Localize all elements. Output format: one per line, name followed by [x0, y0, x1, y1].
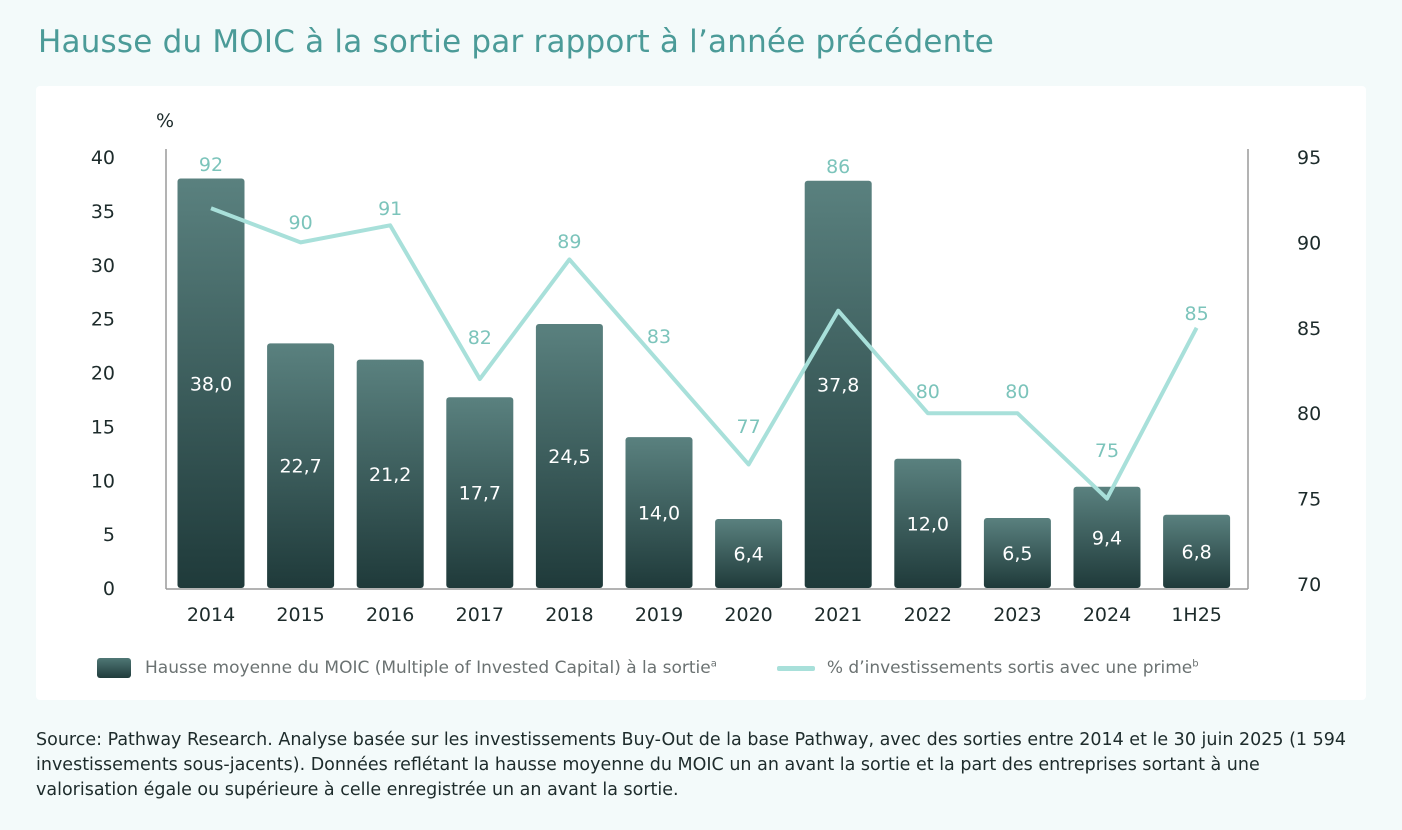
- right-tick-label: 95: [1297, 147, 1321, 169]
- right-tick-label: 75: [1297, 489, 1321, 511]
- bar-value-label: 6,5: [1002, 543, 1032, 565]
- line-value-label: 86: [826, 156, 850, 178]
- x-tick-label: 2019: [635, 604, 683, 626]
- legend-bar-label: Hausse moyenne du MOIC (Multiple of Inve…: [145, 658, 717, 678]
- line-value-label: 90: [289, 212, 313, 234]
- bar: [446, 397, 514, 588]
- x-tick-label: 2020: [724, 604, 772, 626]
- bar-value-label: 14,0: [638, 503, 680, 525]
- line-value-label: 85: [1185, 303, 1209, 325]
- chart-title: Hausse du MOIC à la sortie par rapport à…: [38, 24, 995, 60]
- line-value-label: 82: [468, 327, 492, 349]
- chart-card: [36, 86, 1366, 700]
- x-tick-label: 2018: [545, 604, 593, 626]
- bar: [715, 519, 783, 588]
- bar: [625, 437, 693, 588]
- legend: Hausse moyenne du MOIC (Multiple of Inve…: [97, 658, 1199, 678]
- bar-value-label: 6,8: [1181, 541, 1211, 563]
- right-tick-label: 85: [1297, 318, 1321, 340]
- right-tick-label: 70: [1297, 574, 1321, 596]
- bar-value-label: 17,7: [459, 483, 501, 505]
- bar-value-label: 6,4: [733, 544, 763, 566]
- left-tick-label: 0: [103, 578, 115, 600]
- left-tick-label: 5: [103, 524, 115, 546]
- bar-value-label: 12,0: [907, 513, 949, 535]
- legend-line-swatch: [776, 665, 815, 671]
- bar: [1073, 486, 1141, 588]
- bar: [535, 324, 603, 588]
- right-tick-label: 90: [1297, 232, 1321, 254]
- left-tick-label: 15: [91, 416, 115, 438]
- bar: [983, 517, 1051, 588]
- x-tick-label: 1H25: [1171, 604, 1222, 626]
- bar: [1163, 514, 1231, 588]
- bar-value-label: 37,8: [817, 374, 859, 396]
- bar: [804, 180, 872, 588]
- x-tick-label: 2014: [187, 604, 235, 626]
- line-value-label: 83: [647, 326, 671, 348]
- line-value-label: 80: [1005, 381, 1029, 403]
- line-value-label: 77: [737, 416, 761, 438]
- x-tick-label: 2015: [276, 604, 324, 626]
- x-tick-label: 2022: [904, 604, 952, 626]
- line-value-label: 92: [199, 154, 223, 176]
- bar-value-label: 38,0: [190, 373, 232, 395]
- line-value-label: 75: [1095, 440, 1119, 462]
- x-tick-label: 2017: [456, 604, 504, 626]
- x-tick-label: 2023: [993, 604, 1041, 626]
- left-tick-label: 35: [91, 201, 115, 223]
- bar: [177, 178, 245, 589]
- left-tick-label: 10: [91, 470, 115, 492]
- line-series: [210, 206, 1199, 501]
- bar-value-label: 21,2: [369, 464, 411, 486]
- x-tick-label: 2024: [1083, 604, 1131, 626]
- left-tick-label: 25: [91, 309, 115, 331]
- bar-value-label: 24,5: [548, 446, 590, 468]
- line-value-label: 80: [916, 381, 940, 403]
- x-tick-label: 2021: [814, 604, 862, 626]
- bar: [267, 343, 335, 588]
- x-tick-label: 2016: [366, 604, 414, 626]
- bar-value-label: 9,4: [1092, 527, 1122, 549]
- legend-bar-swatch: [97, 658, 131, 678]
- line-value-label: 89: [557, 231, 581, 253]
- right-tick-label: 80: [1297, 403, 1321, 425]
- left-tick-label: 40: [91, 147, 115, 169]
- bar: [356, 359, 424, 588]
- left-tick-label: 20: [91, 363, 115, 385]
- source-note: Source: Pathway Research. Analyse basée …: [36, 730, 1347, 800]
- left-axis-label: %: [156, 110, 174, 132]
- left-tick-label: 30: [91, 255, 115, 277]
- bar-value-label: 22,7: [279, 456, 321, 478]
- legend-line-label: % d’investissements sortis avec une prim…: [826, 658, 1199, 678]
- line-value-label: 91: [378, 198, 402, 220]
- bar: [894, 458, 962, 588]
